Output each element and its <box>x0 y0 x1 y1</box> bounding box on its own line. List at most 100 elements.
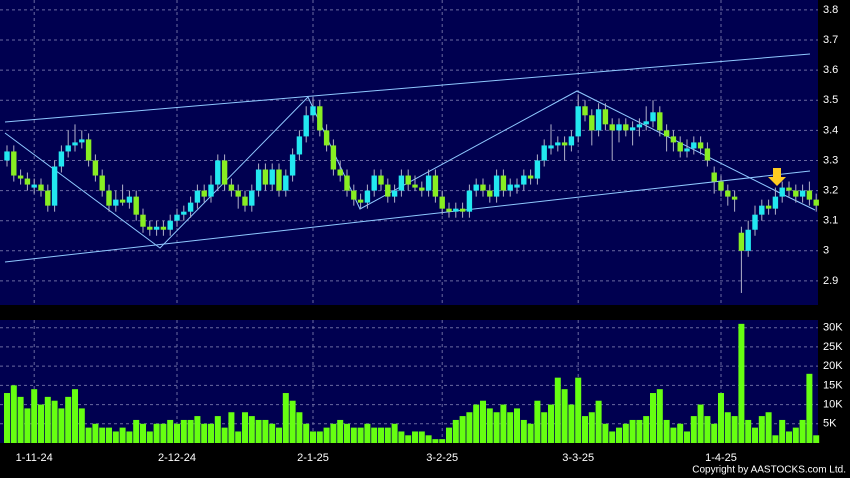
candle-body <box>459 208 466 212</box>
candle-body <box>194 190 201 203</box>
volume-bar <box>466 412 473 443</box>
candle-body <box>786 187 792 191</box>
volume-bar <box>745 419 752 443</box>
volume-bar <box>677 423 684 443</box>
y-tick-label: 3.7 <box>823 34 838 46</box>
volume-bar <box>180 419 187 443</box>
volume-bar <box>378 427 384 443</box>
volume-bar <box>622 423 629 443</box>
candle-body <box>684 148 690 152</box>
candle-body <box>330 145 337 170</box>
candle-body <box>697 142 704 149</box>
candle-body <box>589 115 595 131</box>
volume-bar <box>575 377 582 443</box>
candle-body <box>507 184 513 191</box>
volume-bar <box>731 416 738 443</box>
volume-bar <box>554 377 561 443</box>
candle-body <box>58 151 65 167</box>
volume-bar <box>541 412 548 443</box>
candle-body <box>303 115 309 137</box>
candle-body <box>187 202 194 212</box>
candle-body <box>45 190 51 206</box>
candle-body <box>419 187 425 191</box>
candle-body <box>446 208 452 212</box>
volume-bar <box>72 389 78 443</box>
grid <box>0 0 818 443</box>
candle-body <box>772 196 779 209</box>
volume-bar <box>711 423 718 443</box>
candle-body <box>657 112 663 131</box>
candle-body <box>4 151 10 161</box>
candle-body <box>160 226 167 230</box>
candle-body <box>262 169 269 185</box>
volume-bar <box>140 423 146 443</box>
candle-body <box>487 190 493 197</box>
candle-body <box>337 169 343 176</box>
volume-bar <box>588 412 595 443</box>
candle-body <box>541 145 547 161</box>
candle-body <box>711 172 717 182</box>
volume-bar <box>126 431 133 443</box>
volume-bar <box>446 427 452 443</box>
candle-body <box>568 136 575 146</box>
volume-bar <box>44 396 51 443</box>
volume-bar <box>65 396 72 443</box>
candle-body <box>317 106 323 131</box>
candle-body <box>153 226 160 230</box>
x-tick-label: 2-12-24 <box>158 452 196 464</box>
candle-body <box>289 154 296 176</box>
volume-bar <box>384 427 391 443</box>
marks <box>4 94 820 443</box>
volume-bar <box>602 423 609 443</box>
candle-body <box>609 124 615 131</box>
volume-bar <box>629 419 636 443</box>
volume-bar <box>568 404 575 443</box>
candle-body <box>72 142 78 146</box>
x-tick-label: 1-11-24 <box>16 452 53 464</box>
volume-bar <box>119 427 126 443</box>
candle-body <box>453 208 459 212</box>
y-tick-label: 30K <box>823 322 843 334</box>
candle-body <box>65 145 71 152</box>
volume-bar <box>738 323 745 443</box>
volume-bar <box>704 416 711 443</box>
candle-body <box>575 106 581 137</box>
candle-body <box>514 184 520 188</box>
volume-bar <box>806 373 813 443</box>
volume-bar <box>486 408 493 443</box>
volume-bar <box>779 419 786 443</box>
volume-bar <box>765 412 772 443</box>
volume-bar <box>670 427 677 443</box>
volume-bar <box>248 416 255 443</box>
candle-body <box>269 169 275 185</box>
y-tick-label: 25K <box>823 341 843 353</box>
volume-bar <box>350 427 357 443</box>
candle-body <box>174 214 180 221</box>
candle-body <box>38 184 44 191</box>
volume-bar <box>276 427 282 443</box>
volume-bar <box>153 423 160 443</box>
x-tick-label: 3-3-25 <box>562 452 594 464</box>
volume-bar <box>500 404 507 443</box>
volume-bar <box>316 431 323 443</box>
candle-body <box>704 148 711 161</box>
candle-body <box>616 124 622 131</box>
volume-bar <box>31 389 38 443</box>
candle-body <box>398 175 405 191</box>
volume-bar <box>527 423 534 443</box>
candle-body <box>405 175 411 185</box>
candle-body <box>425 175 432 191</box>
candle-body <box>799 190 806 197</box>
volume-bar <box>357 427 364 443</box>
candle-body <box>521 175 527 185</box>
volume-bar <box>813 435 820 443</box>
candle-body <box>432 175 439 197</box>
candle-body <box>181 211 187 215</box>
volume-bar <box>337 419 344 443</box>
candle-body <box>813 199 819 206</box>
volume-bar <box>78 408 85 443</box>
candle-body <box>310 106 316 116</box>
candle-body <box>806 190 813 200</box>
candle-body <box>793 190 799 197</box>
candle-body <box>167 220 173 230</box>
